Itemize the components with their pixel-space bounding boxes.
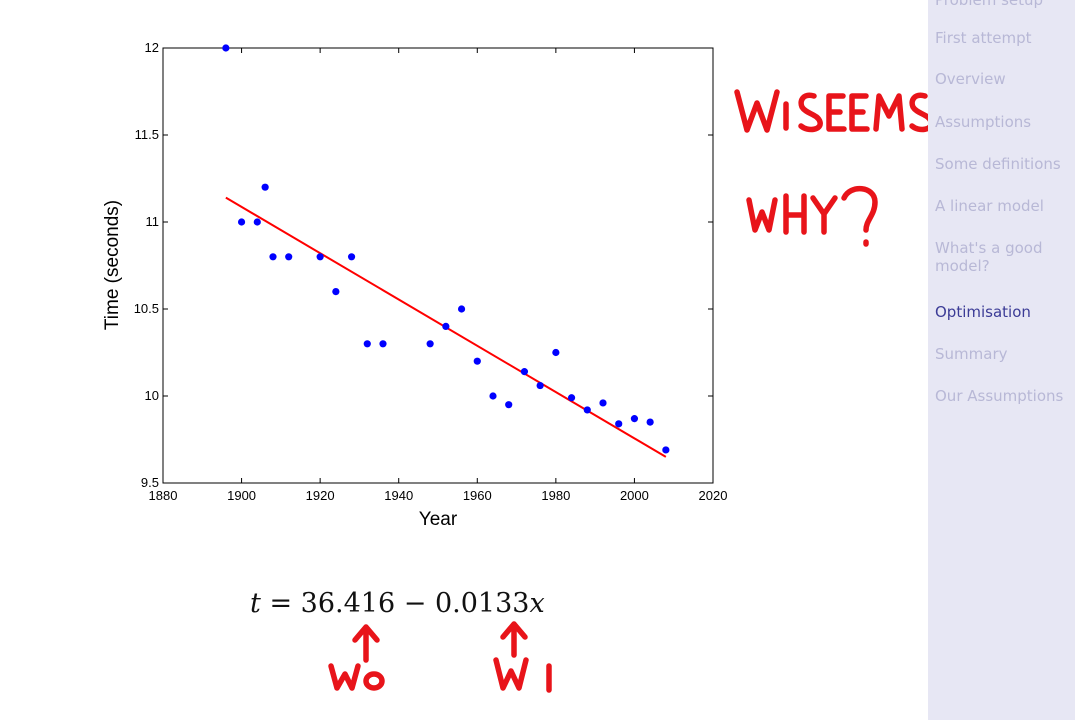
x-tick-label: 1980 — [541, 488, 570, 503]
data-point — [363, 340, 371, 348]
sidebar-item-good-model[interactable]: What's a good model? — [935, 239, 1043, 275]
x-tick-label: 2020 — [699, 488, 728, 503]
slide-content: 1880 1900 1920 1940 1960 1980 2000 2020 9.5 10 10.… — [102, 40, 928, 693]
data-point — [237, 218, 246, 226]
data-point — [536, 381, 544, 390]
equation-intercept: 36.416 — [300, 588, 396, 619]
data-point — [552, 348, 560, 357]
data-point — [583, 406, 591, 414]
sidebar-item-summary[interactable]: Summary — [935, 345, 1008, 363]
data-point — [332, 288, 340, 296]
x-tick-label: 1920 — [306, 488, 335, 503]
equation-slope: 0.0133 — [434, 588, 530, 619]
sidebar-item-our-assumptions[interactable]: Our Assumptions — [935, 387, 1064, 405]
y-tick-label: 11 — [146, 214, 160, 229]
x-axis-title: Year — [419, 509, 458, 530]
y-axis-title: Time (seconds) — [102, 200, 123, 330]
data-point — [646, 418, 654, 426]
data-point — [630, 415, 639, 423]
y-tick-label: 11.5 — [135, 127, 159, 142]
data-point — [505, 401, 513, 409]
data-point — [347, 253, 356, 261]
y-tick-label: 9.5 — [141, 475, 159, 490]
data-point — [253, 218, 261, 226]
x-tick-label: 2000 — [620, 488, 649, 503]
x-tick-label: 1940 — [384, 488, 413, 503]
data-point — [261, 183, 269, 191]
equation-equals: = — [269, 588, 293, 619]
data-point — [473, 357, 481, 365]
data-point — [426, 340, 434, 348]
data-point — [285, 253, 293, 261]
sidebar-nav: Problem setup First attempt Overview Ass… — [928, 0, 1075, 720]
equation-variable: x — [529, 588, 545, 619]
x-tick-label: 1880 — [149, 488, 178, 503]
equation-lhs: t — [250, 588, 261, 619]
data-point — [615, 420, 623, 428]
data-point — [489, 392, 497, 400]
sidebar-item-problem-setup[interactable]: Problem setup — [935, 0, 1044, 9]
x-tick-label: 1960 — [463, 488, 492, 503]
data-point — [269, 253, 277, 261]
sidebar-item-optimisation[interactable]: Optimisation — [935, 303, 1031, 321]
data-point — [222, 44, 230, 52]
sidebar-item-linear-model[interactable]: A linear model — [935, 197, 1044, 215]
data-point — [662, 446, 670, 454]
plot-frame — [162, 47, 714, 484]
y-tick-label: 12 — [145, 40, 159, 55]
axis-ticks — [162, 47, 714, 484]
data-point — [442, 322, 450, 330]
scatter-chart: 1880 1900 1920 1940 1960 1980 2000 2020 9.5 10 10.… — [102, 40, 728, 530]
equation-minus: − — [403, 588, 427, 619]
y-tick-label: 10.5 — [134, 301, 159, 316]
data-point — [457, 305, 466, 313]
data-point — [379, 340, 387, 348]
sidebar-item-assumptions[interactable]: Assumptions — [935, 113, 1032, 131]
data-points — [222, 44, 670, 454]
x-tick-label: 1900 — [227, 488, 256, 503]
sidebar-item-some-definitions[interactable]: Some definitions — [935, 155, 1061, 173]
data-point — [599, 399, 607, 407]
data-point — [316, 253, 324, 261]
data-point — [567, 394, 576, 402]
y-tick-label: 10 — [145, 388, 159, 403]
sidebar-item-overview[interactable]: Overview — [935, 70, 1006, 88]
sidebar-item-first-attempt[interactable]: First attempt — [935, 29, 1032, 47]
regression-equation: t = 36.416 − 0.0133x — [250, 588, 545, 619]
tick-labels: 1880 1900 1920 1940 1960 1980 2000 2020 9.5 10 10.… — [134, 40, 728, 503]
data-point — [520, 368, 529, 376]
